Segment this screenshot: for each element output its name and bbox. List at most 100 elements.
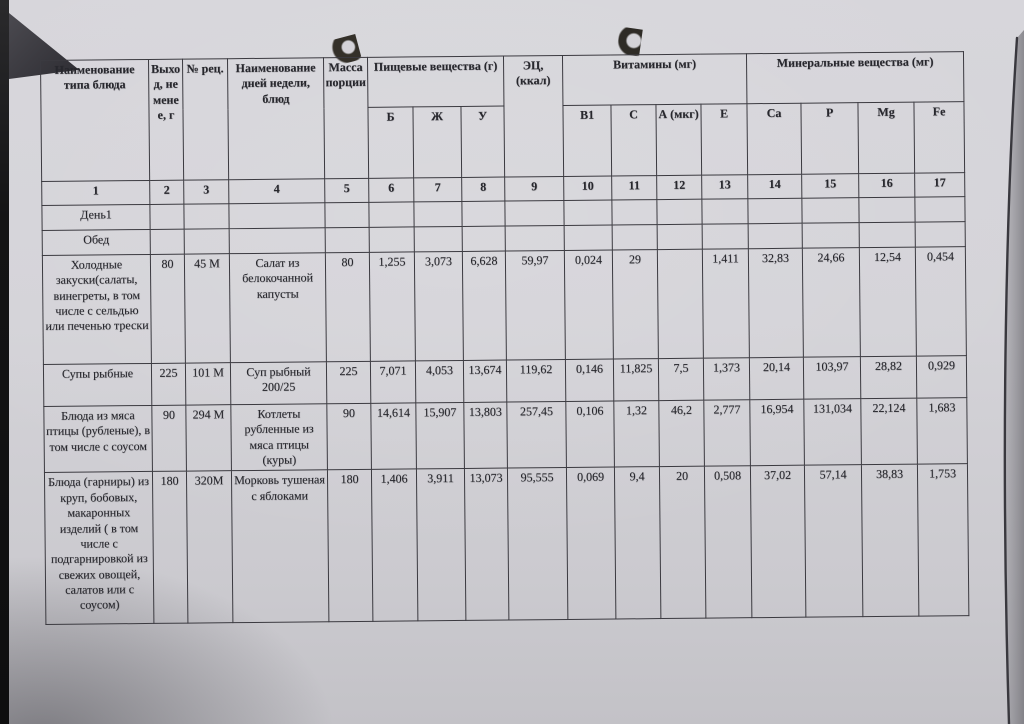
cell-mass: 225 xyxy=(326,361,371,404)
cell-recipe: 320М xyxy=(186,471,233,624)
cell-vit-a: 7,5 xyxy=(658,358,704,401)
cell-vit-b1: 0,069 xyxy=(566,467,616,620)
cell-fat: 3,911 xyxy=(416,468,466,622)
col-header-output: Выход, не менее, г xyxy=(148,59,184,181)
cell-vit-a: 46,2 xyxy=(658,400,705,468)
group-header-vitamins: Витамины (мг) xyxy=(562,53,747,106)
column-number: 13 xyxy=(701,174,748,200)
cell-output: 180 xyxy=(152,471,188,624)
cell-vit-e: 0,508 xyxy=(704,466,752,619)
cell-fe: 1,753 xyxy=(917,464,969,617)
empty-cell xyxy=(183,203,230,230)
cell-dish-type: Супы рыбные xyxy=(43,363,152,407)
empty-cell xyxy=(858,197,916,223)
col-header-dish-type: Наименование типа блюда xyxy=(40,59,150,182)
cell-p: 131,034 xyxy=(803,398,862,466)
col-header-recipe-no: № рец. xyxy=(182,58,229,181)
empty-cell xyxy=(802,222,860,249)
cell-output: 90 xyxy=(151,405,187,472)
cell-mass: 80 xyxy=(325,252,371,362)
col-header-fat: Ж xyxy=(412,106,462,178)
empty-cell xyxy=(184,228,230,255)
cell-p: 57,14 xyxy=(804,465,863,618)
cell-fat: 3,073 xyxy=(414,251,464,361)
column-number: 3 xyxy=(183,179,229,205)
cell-protein: 1,255 xyxy=(369,251,416,362)
col-header-ca: Ca xyxy=(746,103,802,175)
cell-ca: 16,954 xyxy=(749,399,805,467)
cell-vit-c: 29 xyxy=(612,249,659,360)
cell-vit-c: 9,4 xyxy=(614,467,661,620)
col-header-vit-a: А (мкг) xyxy=(655,104,702,176)
cell-vit-e: 1,373 xyxy=(703,357,750,401)
empty-cell xyxy=(656,199,703,225)
cell-vit-b1: 0,106 xyxy=(565,401,615,468)
cell-vit-a: 20 xyxy=(659,466,706,620)
column-number: 8 xyxy=(461,177,505,202)
cell-ca: 37,02 xyxy=(750,465,806,619)
cell-dish: Салат из белокочанной капусты xyxy=(229,252,327,363)
cell-vit-b1: 0,146 xyxy=(565,359,614,402)
col-header-energy: ЭЦ, (ккал) xyxy=(503,55,564,178)
cell-carbs: 13,803 xyxy=(463,402,508,469)
column-number: 9 xyxy=(504,176,564,202)
cell-recipe: 45 М xyxy=(184,253,231,364)
cell-recipe: 294 М xyxy=(185,404,232,472)
cell-protein: 1,406 xyxy=(371,469,418,622)
menu-nutrition-table: Наименование типа блюда Выход, не менее,… xyxy=(40,51,969,625)
cell-mg: 12,54 xyxy=(859,247,917,357)
empty-cell xyxy=(748,223,803,249)
empty-cell xyxy=(461,201,506,227)
empty-cell xyxy=(747,198,803,224)
cell-p: 103,97 xyxy=(803,356,861,400)
column-number: 15 xyxy=(801,173,859,199)
table-row: Блюда (гарниры) из круп, бобовых, макаро… xyxy=(44,464,969,625)
cell-mg: 22,124 xyxy=(860,398,918,466)
empty-cell xyxy=(413,201,463,227)
empty-cell xyxy=(228,202,326,229)
column-number: 2 xyxy=(149,180,184,205)
table-row: Блюда из мяса птицы (рубленые), в том чи… xyxy=(43,397,968,473)
cell-ca: 20,14 xyxy=(749,357,804,400)
empty-cell xyxy=(324,202,370,228)
empty-cell xyxy=(414,226,463,252)
cell-fe: 0,929 xyxy=(916,355,967,399)
section-meal-label: Обед xyxy=(42,229,151,256)
cell-vit-c: 1,32 xyxy=(613,400,660,468)
cell-dish: Суп рыбный 200/25 xyxy=(230,361,327,405)
column-number: 11 xyxy=(611,175,657,201)
ink-blob-mark xyxy=(616,26,643,57)
cell-mg: 38,83 xyxy=(861,464,919,618)
empty-cell xyxy=(702,223,749,250)
cell-dish: Морковь тушеная с яблоками xyxy=(231,470,329,624)
column-number: 12 xyxy=(656,175,702,200)
col-header-carbs: У xyxy=(460,106,505,178)
cell-dish: Котлеты рубленные из мяса птицы (куры) xyxy=(230,403,328,472)
col-header-day-dishes: Наименование дней недели, блюд xyxy=(227,57,325,180)
column-number: 7 xyxy=(413,177,462,202)
empty-cell xyxy=(504,200,565,227)
col-header-protein: Б xyxy=(367,106,414,179)
cell-energy: 59,97 xyxy=(505,250,566,361)
column-number: 16 xyxy=(858,173,915,198)
cell-output: 225 xyxy=(151,363,186,406)
menu-sheet: Наименование типа блюда Выход, не менее,… xyxy=(40,51,969,625)
empty-cell xyxy=(611,199,658,226)
col-header-vit-c: С xyxy=(610,104,657,177)
cell-recipe: 101 М xyxy=(185,362,231,406)
table-row: Холодные закуски(салаты, винегреты, в то… xyxy=(42,246,967,365)
cell-vit-e: 2,777 xyxy=(703,399,751,467)
cell-carbs: 6,628 xyxy=(462,251,507,361)
col-header-p: P xyxy=(800,102,859,175)
cell-protein: 7,071 xyxy=(370,360,416,404)
cell-dish-type: Холодные закуски(салаты, винегреты, в то… xyxy=(42,254,152,365)
cell-output: 80 xyxy=(150,254,186,364)
cell-carbs: 13,674 xyxy=(463,360,507,403)
cell-ca: 32,83 xyxy=(748,248,804,358)
col-header-vit-e: Е xyxy=(700,103,748,176)
cell-mass: 90 xyxy=(326,403,372,471)
empty-cell xyxy=(701,198,749,225)
empty-cell xyxy=(368,201,415,228)
empty-cell xyxy=(563,200,613,226)
